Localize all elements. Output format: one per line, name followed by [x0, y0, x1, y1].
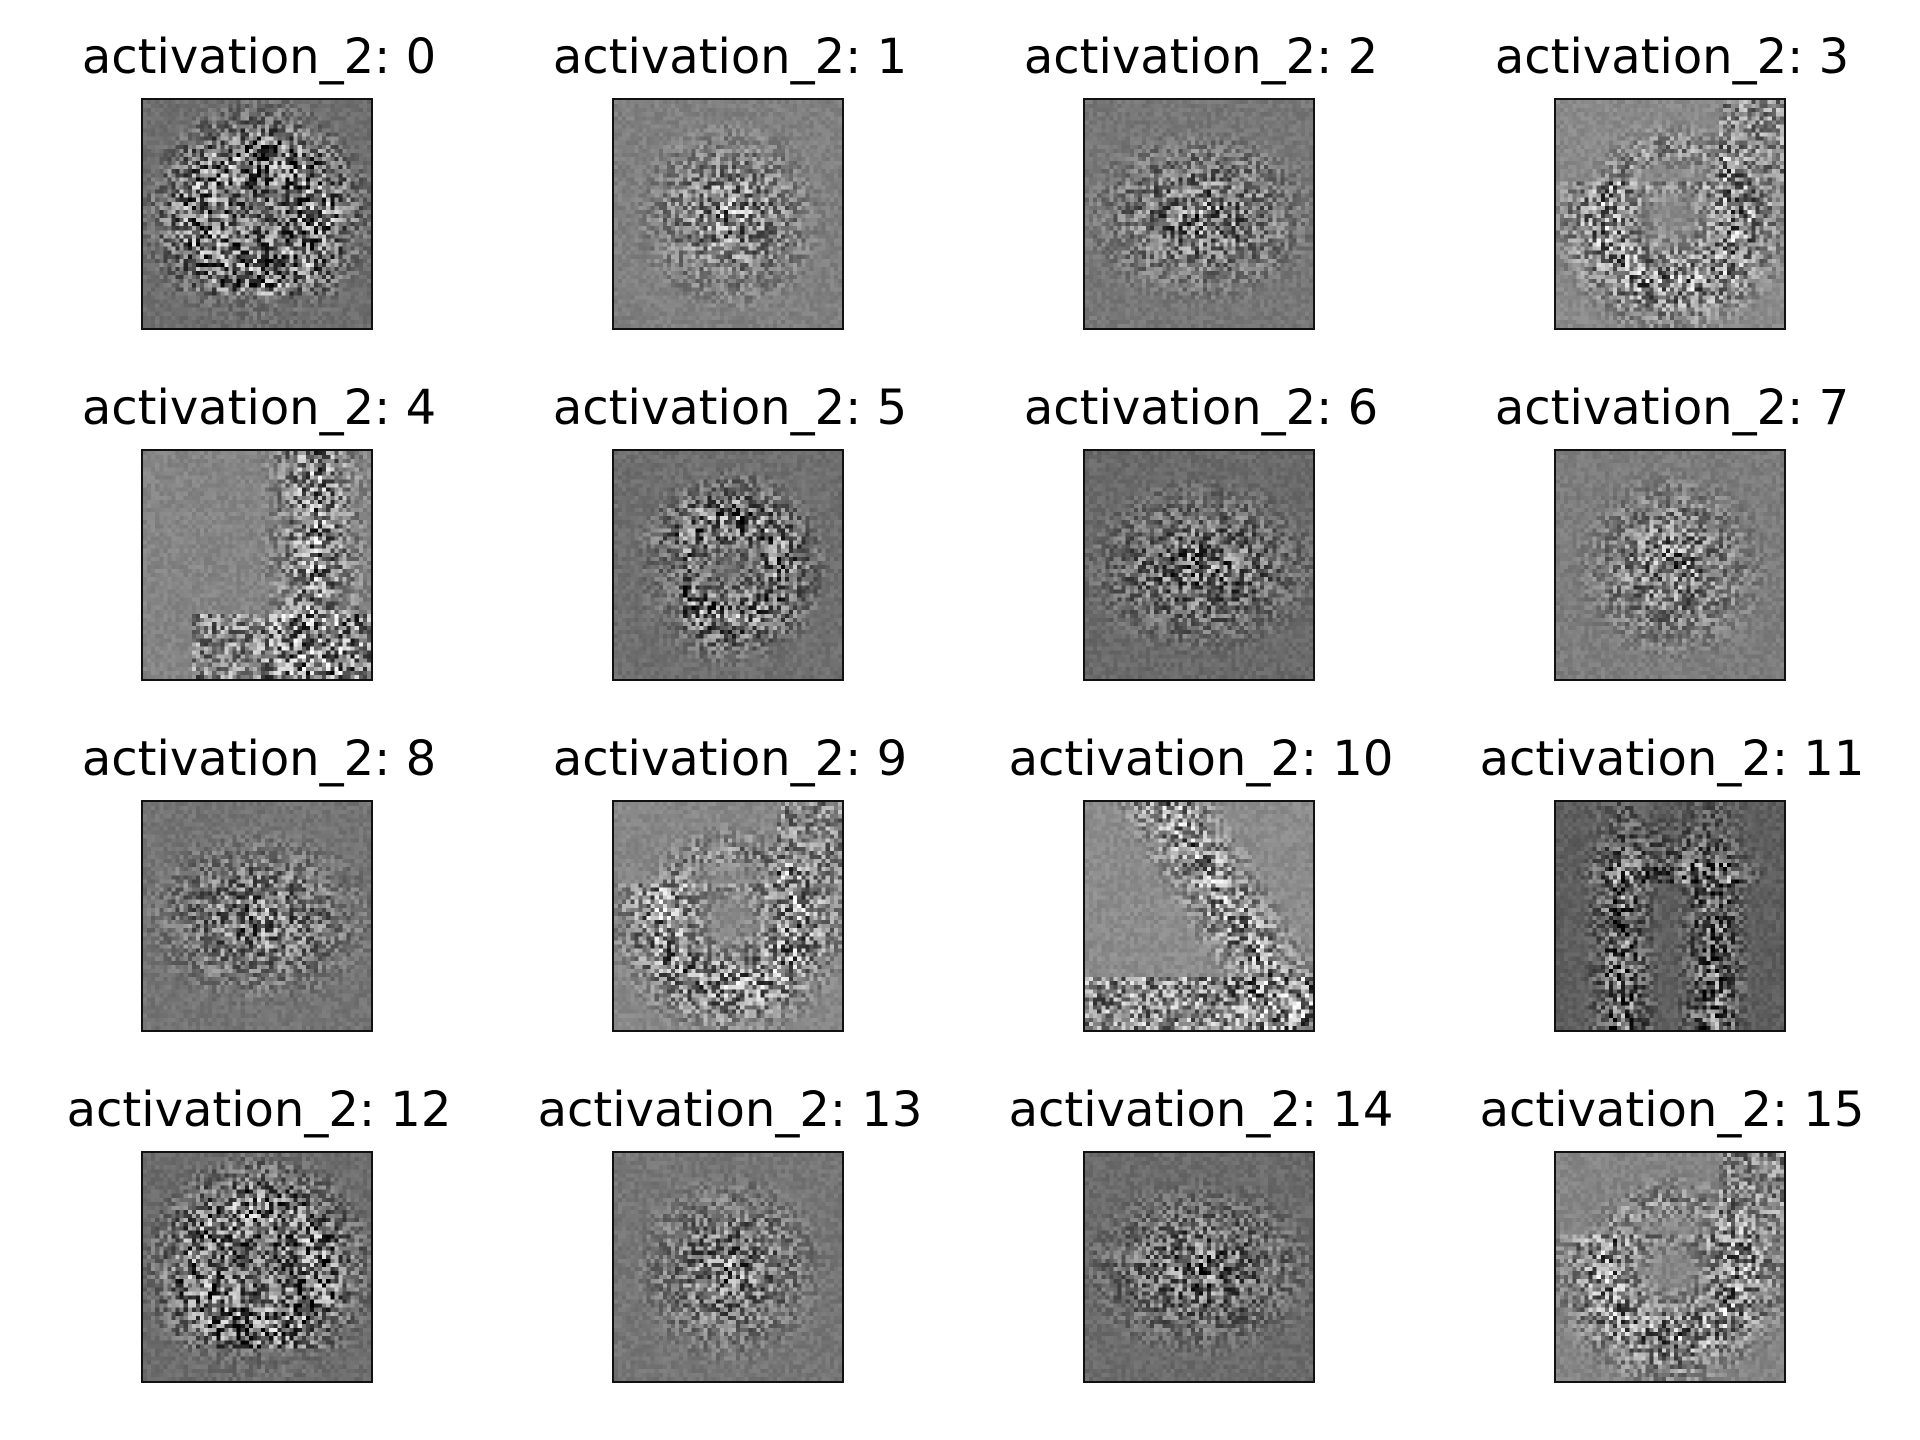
activation-panel: activation_2: 8	[24, 730, 494, 1060]
panel-title: activation_2: 0	[81, 29, 437, 85]
activation-panel: activation_2: 2	[966, 28, 1436, 358]
activation-panel: activation_2: 1	[495, 28, 965, 358]
activation-image	[141, 1151, 373, 1383]
activation-noise	[1556, 802, 1784, 1030]
activation-image	[1083, 98, 1315, 330]
activation-panel: activation_2: 12	[24, 1081, 494, 1411]
panel-title: activation_2: 10	[1008, 731, 1394, 787]
activation-image	[141, 800, 373, 1032]
activation-panel: activation_2: 9	[495, 730, 965, 1060]
panel-title: activation_2: 14	[1008, 1082, 1394, 1138]
activation-noise	[1085, 1153, 1313, 1381]
activation-panel: activation_2: 15	[1437, 1081, 1907, 1411]
panel-title: activation_2: 15	[1479, 1082, 1865, 1138]
activation-panel: activation_2: 13	[495, 1081, 965, 1411]
panel-title: activation_2: 1	[552, 29, 908, 85]
activation-panel: activation_2: 0	[24, 28, 494, 358]
activation-noise	[143, 451, 371, 679]
activation-noise	[1085, 451, 1313, 679]
activation-panel: activation_2: 11	[1437, 730, 1907, 1060]
activation-image	[1083, 449, 1315, 681]
activation-noise	[1556, 451, 1784, 679]
activation-panel: activation_2: 14	[966, 1081, 1436, 1411]
panel-title: activation_2: 8	[81, 731, 437, 787]
activation-image	[1554, 1151, 1786, 1383]
activation-image	[612, 800, 844, 1032]
activation-image	[1554, 449, 1786, 681]
activation-noise	[614, 1153, 842, 1381]
activation-panel: activation_2: 10	[966, 730, 1436, 1060]
activation-image	[141, 449, 373, 681]
panel-title: activation_2: 6	[1023, 380, 1379, 436]
activation-panel: activation_2: 5	[495, 379, 965, 709]
activation-noise	[1556, 100, 1784, 328]
panel-title: activation_2: 3	[1494, 29, 1850, 85]
activation-image	[1083, 800, 1315, 1032]
panel-title: activation_2: 11	[1479, 731, 1865, 787]
panel-title: activation_2: 5	[552, 380, 908, 436]
activation-image	[1554, 800, 1786, 1032]
panel-title: activation_2: 12	[66, 1082, 452, 1138]
activation-noise	[614, 451, 842, 679]
activation-image	[1083, 1151, 1315, 1383]
activation-image	[141, 98, 373, 330]
activation-noise	[614, 802, 842, 1030]
activation-panel: activation_2: 6	[966, 379, 1436, 709]
activation-noise	[143, 1153, 371, 1381]
activation-panel: activation_2: 7	[1437, 379, 1907, 709]
activation-panel: activation_2: 4	[24, 379, 494, 709]
activation-image	[612, 98, 844, 330]
activation-image	[612, 449, 844, 681]
activation-noise	[1085, 100, 1313, 328]
activation-noise	[614, 100, 842, 328]
panel-title: activation_2: 7	[1494, 380, 1850, 436]
activation-panel: activation_2: 3	[1437, 28, 1907, 358]
activation-noise	[1556, 1153, 1784, 1381]
panel-title: activation_2: 2	[1023, 29, 1379, 85]
activation-image	[1554, 98, 1786, 330]
activation-noise	[143, 802, 371, 1030]
activation-noise	[1085, 802, 1313, 1030]
panel-title: activation_2: 4	[81, 380, 437, 436]
panel-title: activation_2: 13	[537, 1082, 923, 1138]
activation-image	[612, 1151, 844, 1383]
activation-noise	[143, 100, 371, 328]
panel-title: activation_2: 9	[552, 731, 908, 787]
